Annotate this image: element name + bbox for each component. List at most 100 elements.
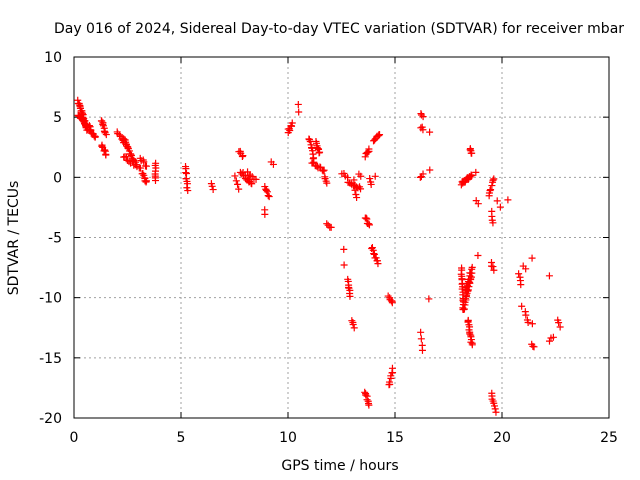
data-point — [362, 214, 370, 222]
data-point — [348, 317, 356, 325]
data-point — [137, 164, 145, 172]
data-point — [466, 146, 474, 154]
data-point — [364, 148, 372, 156]
data-point — [545, 337, 553, 345]
data-point — [522, 311, 530, 319]
y-axis-label: SDTVAR / TECUs — [6, 181, 22, 296]
data-point — [340, 261, 348, 269]
data-point — [374, 260, 382, 268]
y-tick-label: -10 — [39, 291, 62, 307]
y-tick-label: -15 — [39, 351, 62, 367]
data-point — [142, 177, 150, 185]
data-point — [350, 176, 358, 184]
data-point — [468, 263, 476, 271]
y-tick-label: -5 — [48, 231, 62, 247]
data-point — [518, 302, 526, 310]
data-point — [490, 266, 498, 274]
data-point — [235, 185, 243, 193]
data-point — [493, 197, 501, 205]
data-point — [468, 341, 476, 349]
data-point — [496, 203, 504, 211]
data-point — [465, 275, 473, 283]
data-point — [127, 150, 135, 158]
x-tick-label: 0 — [70, 430, 79, 446]
data-point — [265, 193, 273, 201]
data-point — [488, 182, 496, 190]
data-point — [363, 396, 371, 404]
data-point — [366, 175, 374, 183]
data-point — [208, 182, 216, 190]
x-tick-label: 5 — [177, 430, 186, 446]
data-point — [261, 210, 269, 218]
data-point — [323, 220, 331, 228]
data-point — [151, 177, 159, 185]
data-point — [419, 170, 427, 178]
data-point — [319, 167, 327, 175]
data-point — [426, 128, 434, 136]
data-point — [365, 401, 373, 409]
data-point — [376, 131, 384, 139]
data-point — [426, 166, 434, 174]
data-point — [489, 263, 497, 271]
data-point — [545, 272, 553, 280]
data-point — [530, 343, 538, 351]
data-point — [419, 113, 427, 121]
data-point — [490, 175, 498, 183]
data-point — [101, 146, 109, 154]
data-point — [388, 364, 396, 372]
data-point — [182, 169, 190, 177]
data-point — [120, 135, 128, 143]
x-tick-label: 10 — [279, 430, 297, 446]
data-point — [98, 117, 106, 125]
data-point — [310, 158, 318, 166]
data-point — [346, 292, 354, 300]
data-point — [491, 405, 499, 413]
data-point — [140, 158, 148, 166]
data-point — [264, 192, 272, 200]
data-point — [102, 131, 110, 139]
data-point — [323, 179, 331, 187]
data-point — [489, 176, 497, 184]
data-point — [418, 346, 426, 354]
data-point — [316, 148, 324, 156]
data-point — [357, 172, 365, 180]
x-tick-label: 20 — [493, 430, 511, 446]
data-point — [142, 162, 150, 170]
data-point — [123, 153, 131, 161]
data-point — [184, 187, 192, 195]
data-point — [320, 166, 328, 174]
data-point — [353, 194, 361, 202]
data-point — [269, 160, 277, 168]
data-point — [549, 333, 557, 341]
data-point — [419, 126, 427, 134]
data-point — [468, 149, 476, 157]
data-point — [231, 172, 239, 180]
data-point — [371, 172, 379, 180]
data-point — [385, 378, 393, 386]
data-point — [340, 245, 348, 253]
data-point — [248, 180, 256, 188]
y-tick-label: 10 — [44, 50, 62, 66]
data-point — [101, 129, 109, 137]
data-point — [522, 265, 530, 273]
data-point — [492, 408, 500, 416]
data-point — [295, 108, 303, 116]
data-point — [357, 185, 365, 193]
data-point — [388, 299, 396, 307]
data-point — [425, 295, 433, 303]
data-point — [487, 186, 495, 194]
data-point — [474, 200, 482, 208]
y-tick-label: 5 — [53, 110, 62, 126]
data-point — [209, 186, 217, 194]
data-point — [504, 196, 512, 204]
data-point — [474, 252, 482, 260]
data-point — [116, 131, 124, 139]
data-point — [517, 281, 525, 289]
data-point — [127, 151, 135, 159]
data-point — [524, 319, 532, 327]
data-point — [288, 119, 296, 127]
data-point — [365, 145, 373, 153]
data-point — [294, 100, 302, 108]
data-point — [365, 220, 373, 228]
